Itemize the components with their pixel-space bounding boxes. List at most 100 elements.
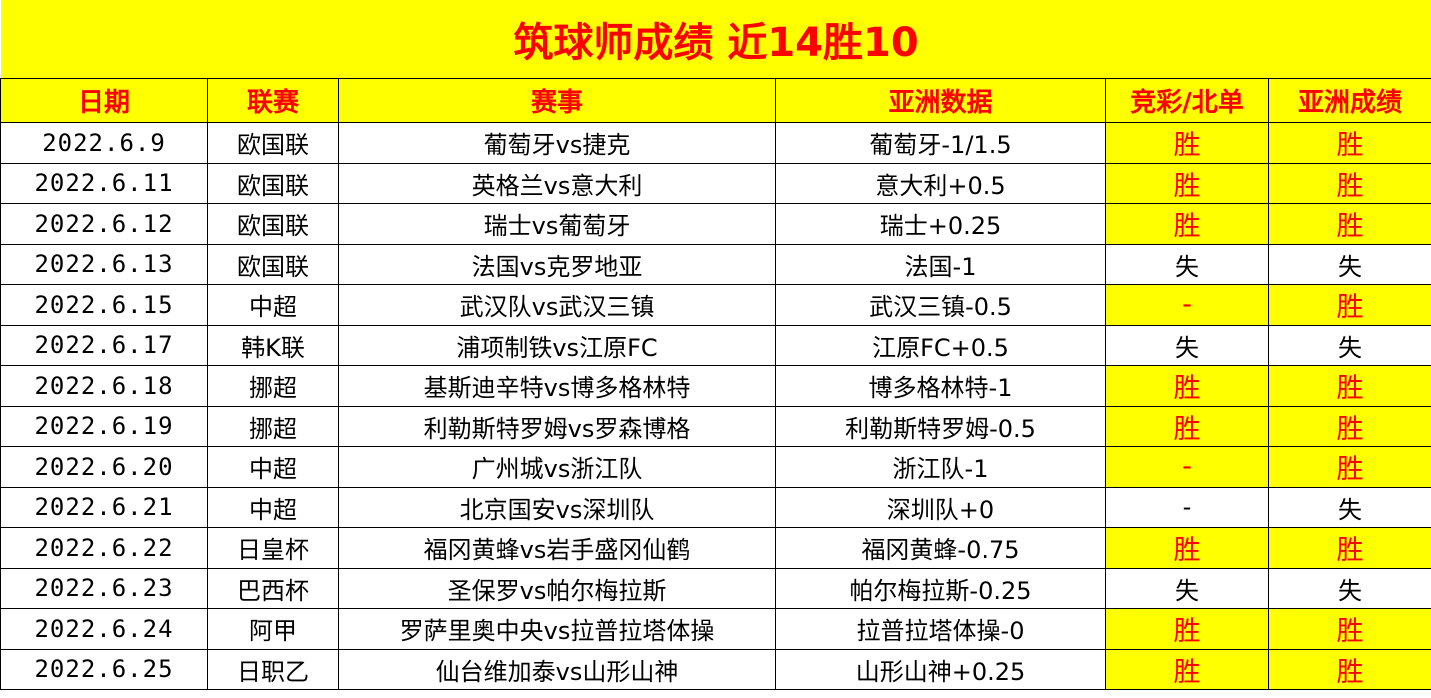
jc-result-cell: 胜 (1105, 405, 1269, 447)
league-cell: 中超 (207, 284, 339, 326)
date-cell: 2022.6.19 (0, 405, 208, 447)
jc-result-cell: - (1105, 446, 1269, 488)
league-cell: 中超 (207, 446, 339, 488)
asian-data-cell: 深圳队+0 (775, 486, 1106, 528)
asian-data-cell: 山形山神+0.25 (775, 648, 1106, 690)
table-row: 2022.6.11 欧国联 英格兰vs意大利 意大利+0.5 胜胜 (0, 162, 1431, 204)
asian-data-cell: 拉普拉塔体操-0 (775, 608, 1106, 650)
table-row: 2022.6.22 日皇杯 福冈黄蜂vs岩手盛冈仙鹤 福冈黄蜂-0.75 胜胜 (0, 527, 1431, 569)
asian-result-cell: 胜 (1267, 284, 1431, 326)
match-cell: 英格兰vs意大利 (338, 162, 776, 204)
asian-result-cell: 失 (1267, 324, 1431, 366)
jc-result-cell: 失 (1105, 567, 1269, 609)
asian-data-cell: 帕尔梅拉斯-0.25 (775, 567, 1106, 609)
asian-result-cell: 胜 (1267, 203, 1431, 245)
asian-data-cell: 法国-1 (775, 243, 1106, 285)
jc-result-cell: 失 (1105, 243, 1269, 285)
match-cell: 圣保罗vs帕尔梅拉斯 (338, 567, 776, 609)
match-cell: 罗萨里奥中央vs拉普拉塔体操 (338, 608, 776, 650)
page-title: 筑球师成绩 近14胜10 (0, 0, 1431, 79)
table-row: 2022.6.20 中超 广州城vs浙江队 浙江队-1- 胜 (0, 446, 1431, 488)
league-cell: 韩K联 (207, 324, 339, 366)
asian-result-cell: 失 (1267, 567, 1431, 609)
table-row: 2022.6.9 欧国联 葡萄牙vs捷克 葡萄牙-1/1.5 胜胜 (0, 122, 1431, 164)
jc-result-cell: 胜 (1105, 608, 1269, 650)
match-cell: 广州城vs浙江队 (338, 446, 776, 488)
date-cell: 2022.6.23 (0, 567, 208, 609)
asian-data-cell: 武汉三镇-0.5 (775, 284, 1106, 326)
asian-result-cell: 胜 (1267, 446, 1431, 488)
date-cell: 2022.6.15 (0, 284, 208, 326)
date-cell: 2022.6.24 (0, 608, 208, 650)
match-cell: 葡萄牙vs捷克 (338, 122, 776, 164)
asian-result-cell: 胜 (1267, 648, 1431, 690)
jc-result-cell: 失 (1105, 324, 1269, 366)
asian-data-cell: 利勒斯特罗姆-0.5 (775, 405, 1106, 447)
match-cell: 武汉队vs武汉三镇 (338, 284, 776, 326)
header-asian-result: 亚洲成绩 (1267, 78, 1431, 123)
league-cell: 日职乙 (207, 648, 339, 690)
jc-result-cell: 胜 (1105, 365, 1269, 407)
date-cell: 2022.6.12 (0, 203, 208, 245)
table-row: 2022.6.12 欧国联 瑞士vs葡萄牙 瑞士+0.25 胜胜 (0, 203, 1431, 245)
asian-result-cell: 胜 (1267, 608, 1431, 650)
date-cell: 2022.6.13 (0, 243, 208, 285)
header-league: 联赛 (207, 78, 339, 123)
jc-result-cell: - (1105, 486, 1269, 528)
table-row: 2022.6.25 日职乙 仙台维加泰vs山形山神 山形山神+0.25 胜胜 (0, 648, 1431, 690)
asian-result-cell: 胜 (1267, 365, 1431, 407)
match-cell: 仙台维加泰vs山形山神 (338, 648, 776, 690)
league-cell: 日皇杯 (207, 527, 339, 569)
date-cell: 2022.6.18 (0, 365, 208, 407)
asian-data-cell: 福冈黄蜂-0.75 (775, 527, 1106, 569)
jc-result-cell: 胜 (1105, 527, 1269, 569)
date-cell: 2022.6.25 (0, 648, 208, 690)
match-cell: 福冈黄蜂vs岩手盛冈仙鹤 (338, 527, 776, 569)
asian-data-cell: 博多格林特-1 (775, 365, 1106, 407)
asian-data-cell: 江原FC+0.5 (775, 324, 1106, 366)
asian-result-cell: 胜 (1267, 405, 1431, 447)
jc-result-cell: 胜 (1105, 648, 1269, 690)
asian-result-cell: 失 (1267, 486, 1431, 528)
match-cell: 法国vs克罗地亚 (338, 243, 776, 285)
match-cell: 瑞士vs葡萄牙 (338, 203, 776, 245)
date-cell: 2022.6.11 (0, 162, 208, 204)
jc-result-cell: 胜 (1105, 203, 1269, 245)
header-match: 赛事 (338, 78, 776, 123)
asian-result-cell: 胜 (1267, 162, 1431, 204)
header-row: 日期 联赛 赛事 亚洲数据 竞彩/北单 亚洲成绩 (0, 78, 1431, 123)
jc-result-cell: 胜 (1105, 162, 1269, 204)
table-row: 2022.6.19 挪超 利勒斯特罗姆vs罗森博格 利勒斯特罗姆-0.5 胜胜 (0, 405, 1431, 447)
date-cell: 2022.6.9 (0, 122, 208, 164)
league-cell: 阿甲 (207, 608, 339, 650)
asian-result-cell: 胜 (1267, 122, 1431, 164)
asian-data-cell: 葡萄牙-1/1.5 (775, 122, 1106, 164)
date-cell: 2022.6.21 (0, 486, 208, 528)
title-row: 筑球师成绩 近14胜10 (0, 0, 1431, 79)
jc-result-cell: - (1105, 284, 1269, 326)
league-cell: 欧国联 (207, 243, 339, 285)
header-date: 日期 (0, 78, 208, 123)
date-cell: 2022.6.20 (0, 446, 208, 488)
table-row: 2022.6.15 中超 武汉队vs武汉三镇 武汉三镇-0.5- 胜 (0, 284, 1431, 326)
league-cell: 挪超 (207, 365, 339, 407)
asian-result-cell: 失 (1267, 243, 1431, 285)
header-jc-bd: 竞彩/北单 (1105, 78, 1269, 123)
asian-data-cell: 浙江队-1 (775, 446, 1106, 488)
asian-data-cell: 瑞士+0.25 (775, 203, 1106, 245)
league-cell: 欧国联 (207, 203, 339, 245)
match-cell: 基斯迪辛特vs博多格林特 (338, 365, 776, 407)
table-row: 2022.6.24 阿甲 罗萨里奥中央vs拉普拉塔体操 拉普拉塔体操-0 胜胜 (0, 608, 1431, 650)
table-row: 2022.6.21 中超 北京国安vs深圳队 深圳队+0- 失 (0, 486, 1431, 528)
match-cell: 浦项制铁vs江原FC (338, 324, 776, 366)
table-row: 2022.6.23 巴西杯 圣保罗vs帕尔梅拉斯 帕尔梅拉斯-0.25 失失 (0, 567, 1431, 609)
table-row: 2022.6.17 韩K联 浦项制铁vs江原FC 江原FC+0.5 失失 (0, 324, 1431, 366)
league-cell: 欧国联 (207, 162, 339, 204)
jc-result-cell: 胜 (1105, 122, 1269, 164)
league-cell: 挪超 (207, 405, 339, 447)
asian-result-cell: 胜 (1267, 527, 1431, 569)
league-cell: 欧国联 (207, 122, 339, 164)
table-row: 2022.6.13 欧国联 法国vs克罗地亚 法国-1 失失 (0, 243, 1431, 285)
league-cell: 巴西杯 (207, 567, 339, 609)
